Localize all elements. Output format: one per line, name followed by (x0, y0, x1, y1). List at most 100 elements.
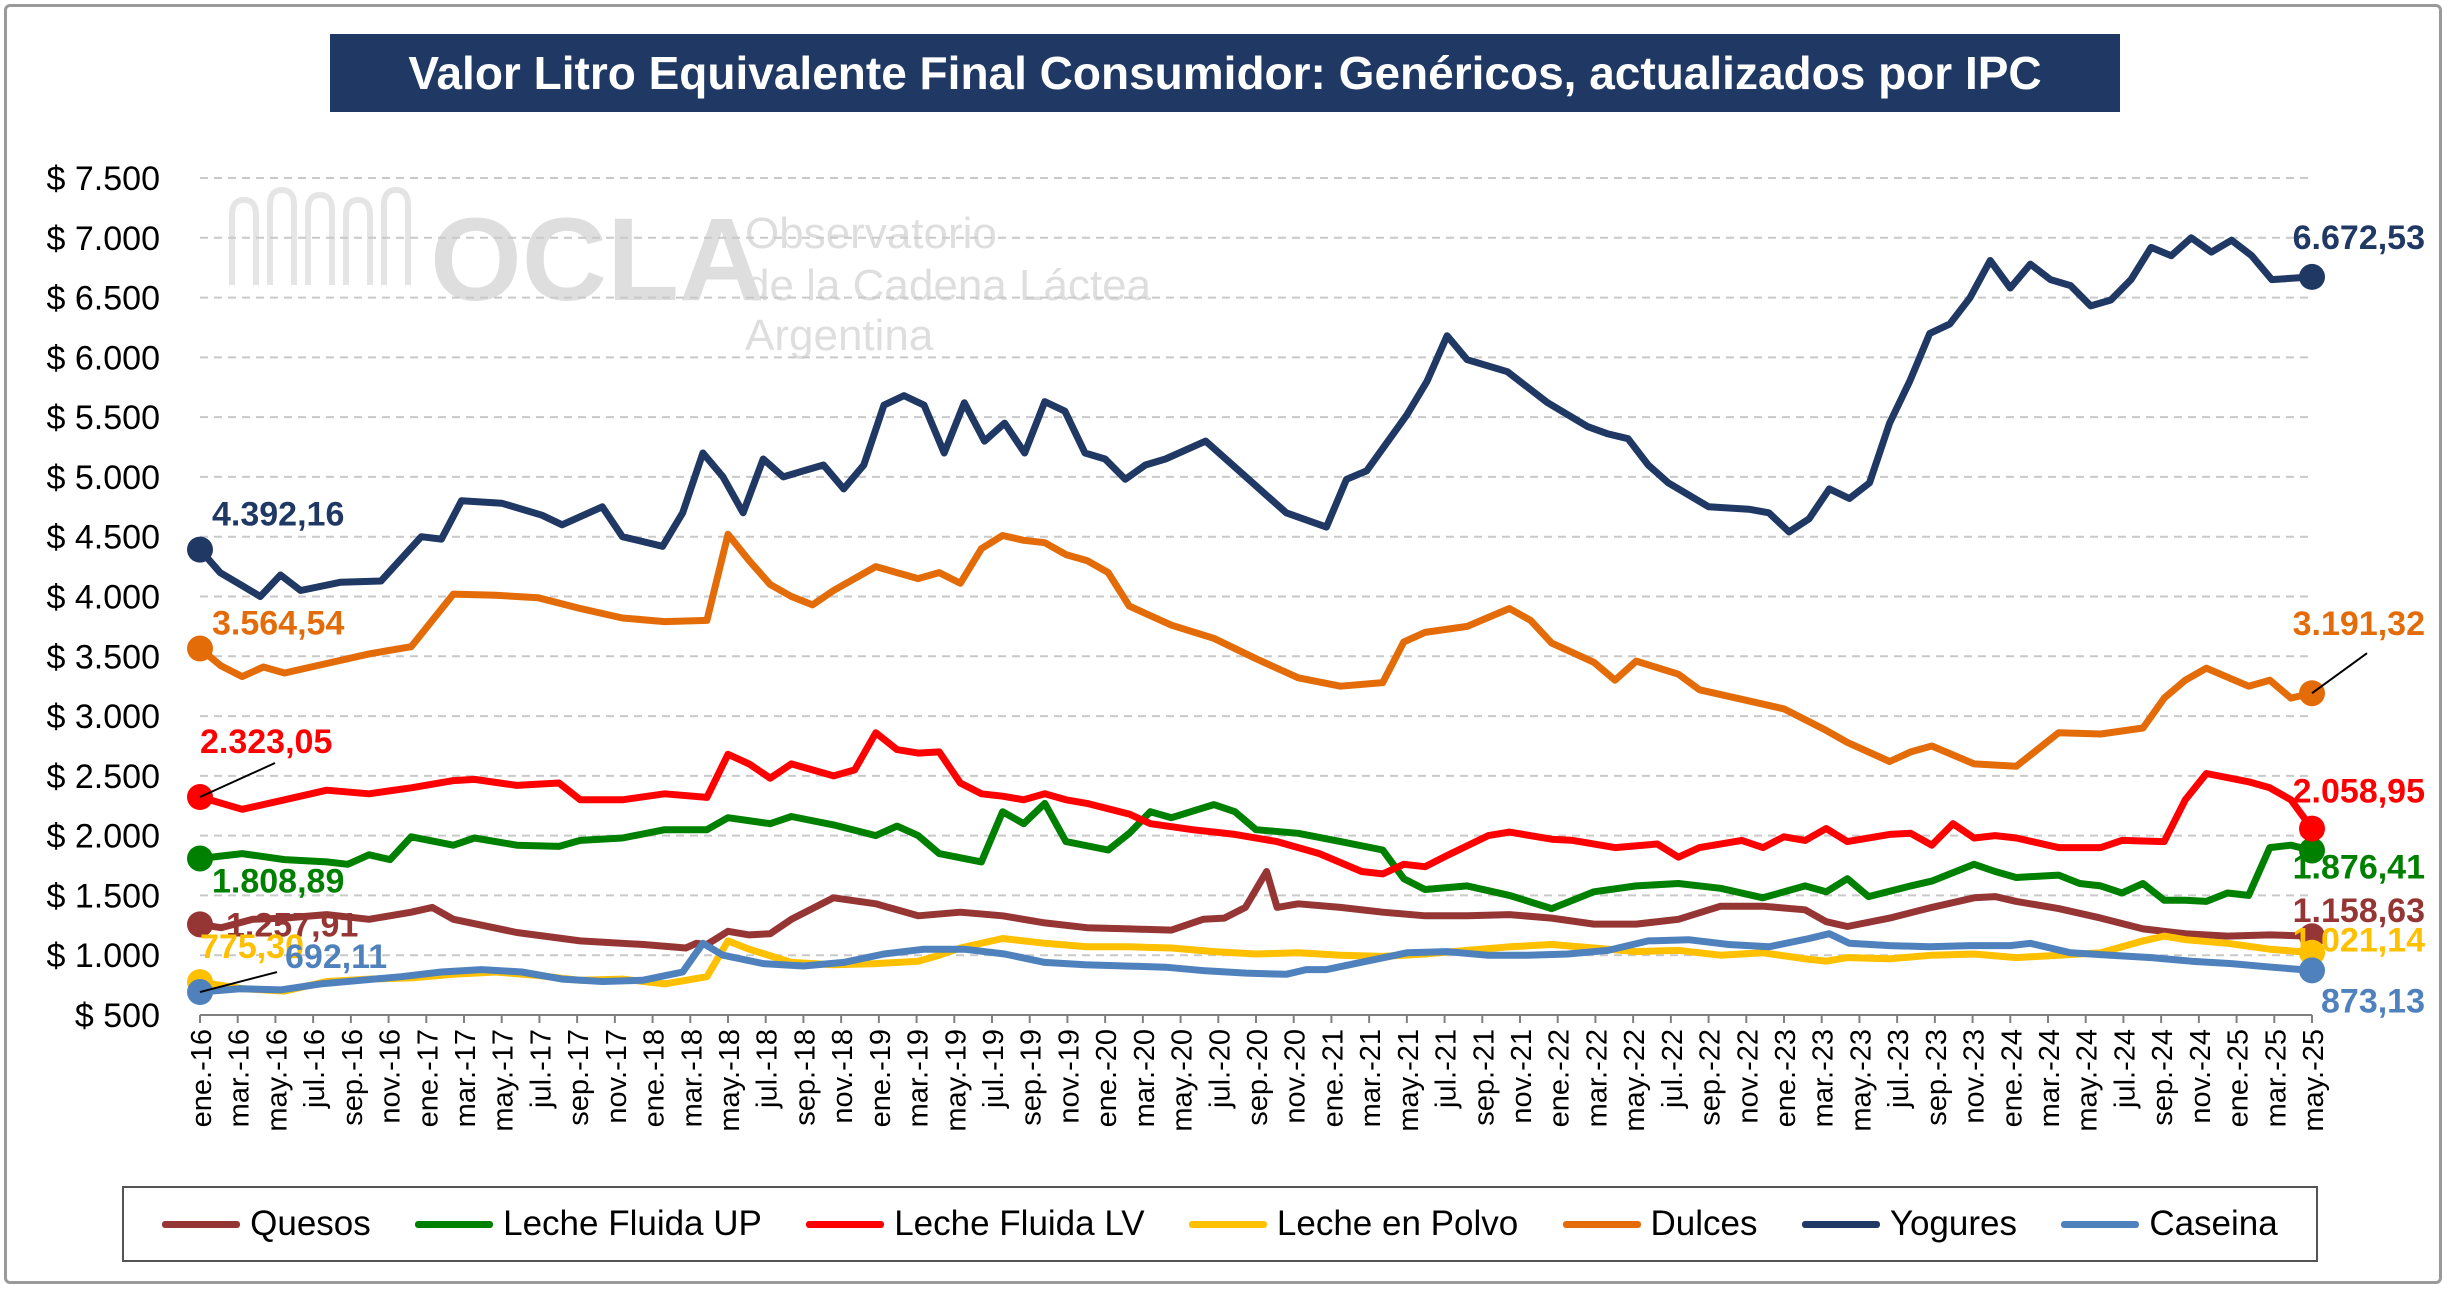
x-tick-label: may.-16 (261, 1029, 293, 1132)
watermark-line1: Observatorio (745, 209, 997, 258)
x-tick-label: sep.-19 (1016, 1029, 1048, 1126)
watermark-name: OCLA (430, 194, 764, 326)
legend-item-leche-fluida-lv: Leche Fluida LV (806, 1204, 1145, 1244)
end-marker (2299, 815, 2325, 842)
series-line-quesos (196, 868, 2316, 952)
x-axis: ene.-16 mar.-16 may.-16 jul.-16 sep.-16 nov.-… (186, 1015, 2330, 1132)
end-marker (2299, 263, 2325, 290)
legend-label: Leche en Polvo (1276, 1204, 1519, 1243)
x-tick-label: ene.-17 (412, 1029, 444, 1127)
legend-item-caseina: Caseina (2061, 1204, 2278, 1244)
legend-label: Yogures (1889, 1204, 2017, 1243)
x-tick-label: ene.-16 (186, 1029, 218, 1127)
chart-legend: Quesos Leche Fluida UP Leche Fluida LV Lech… (122, 1186, 2318, 1262)
x-tick-label: mar.-16 (224, 1029, 256, 1127)
y-tick-label: $ 1.000 (47, 937, 160, 975)
x-tick-label: may.-22 (1619, 1029, 1651, 1132)
end-value-label: 6.672,53 (2293, 219, 2425, 257)
x-tick-label: may.-19 (940, 1029, 972, 1132)
start-value-label: 2.323,05 (200, 723, 332, 761)
x-tick-label: jul.-21 (1431, 1029, 1463, 1109)
x-tick-label: sep.-23 (1921, 1029, 1953, 1126)
x-tick-label: ene.-21 (1317, 1029, 1349, 1127)
legend-item-dulces: Dulces (1562, 1204, 1758, 1244)
x-tick-label: mar.-24 (2034, 1029, 2066, 1127)
x-tick-label: nov.-19 (1053, 1029, 1085, 1124)
x-tick-label: mar.-22 (1581, 1029, 1613, 1127)
y-tick-label: $ 4.500 (47, 519, 160, 557)
start-value-label: 1.808,89 (212, 862, 344, 900)
series-line-dulces (196, 530, 2316, 770)
end-value-label: 1.876,41 (2293, 848, 2425, 886)
x-tick-label: jul.-20 (1204, 1029, 1236, 1109)
legend-label: Leche Fluida LV (894, 1204, 1145, 1243)
label-leader-line (199, 762, 276, 798)
x-tick-label: ene.-25 (2223, 1029, 2255, 1127)
x-tick-label: mar.-19 (903, 1029, 935, 1127)
series-line-leche-fluida-up (196, 799, 2316, 913)
x-tick-label: sep.-24 (2147, 1029, 2179, 1126)
x-tick-label: ene.-19 (865, 1029, 897, 1127)
end-value-label: 2.058,95 (2293, 773, 2425, 811)
x-tick-label: mar.-18 (676, 1029, 708, 1127)
x-tick-label: sep.-16 (337, 1029, 369, 1126)
legend-item-leche-en-polvo: Leche en Polvo (1188, 1204, 1519, 1244)
x-tick-label: mar.-21 (1355, 1029, 1387, 1127)
x-tick-label: jul.-24 (2109, 1029, 2141, 1109)
series-lines (196, 234, 2316, 996)
start-value-label: 1.257,91 (226, 906, 358, 944)
x-tick-label: may.-25 (2298, 1029, 2330, 1132)
series-line-caseina (196, 930, 2316, 996)
legend-swatch (1188, 1220, 1267, 1228)
x-tick-label: nov.-22 (1732, 1029, 1764, 1124)
legend-item-yogures: Yogures (1801, 1204, 2017, 1244)
x-tick-label: nov.-17 (601, 1029, 633, 1124)
x-tick-label: mar.-17 (450, 1029, 482, 1127)
legend-label: Caseina (2149, 1204, 2278, 1243)
end-marker (2299, 837, 2325, 864)
x-tick-label: may.-17 (488, 1029, 520, 1132)
x-tick-label: may.-23 (1845, 1029, 1877, 1132)
x-tick-label: mar.-25 (2260, 1029, 2292, 1127)
y-tick-label: $ 7.500 (47, 160, 160, 198)
x-tick-label: may.-21 (1393, 1029, 1425, 1132)
series-line-yogures (196, 234, 2316, 600)
x-tick-label: nov.-23 (1959, 1029, 1991, 1124)
legend-swatch (1562, 1220, 1641, 1228)
x-tick-label: nov.-21 (1506, 1029, 1538, 1124)
x-tick-label: sep.-17 (563, 1029, 595, 1126)
legend-item-quesos: Quesos (162, 1204, 371, 1244)
x-tick-label: nov.-18 (827, 1029, 859, 1124)
start-value-label: 4.392,16 (212, 496, 344, 534)
chart-title: Valor Litro Equivalente Final Consumidor… (330, 34, 2120, 112)
y-tick-label: $ 6.500 (47, 280, 160, 318)
watermark-line3: Argentina (745, 311, 934, 360)
series-line-leche-fluida-lv (196, 729, 2316, 878)
start-value-label: 3.564,54 (212, 605, 344, 643)
y-tick-label: $ 500 (75, 997, 160, 1035)
start-marker (187, 536, 213, 563)
legend-swatch (806, 1220, 885, 1228)
end-value-label: 873,13 (2321, 982, 2425, 1020)
legend-swatch (162, 1220, 241, 1228)
y-tick-label: $ 2.500 (47, 758, 160, 796)
end-value-label: 1.158,63 (2293, 892, 2425, 930)
y-tick-label: $ 2.000 (47, 818, 160, 856)
y-tick-label: $ 1.500 (47, 877, 160, 915)
x-tick-label: may.-20 (1167, 1029, 1199, 1132)
x-tick-label: mar.-20 (1129, 1029, 1161, 1127)
x-tick-label: jul.-19 (978, 1029, 1010, 1109)
x-tick-label: mar.-23 (1808, 1029, 1840, 1127)
legend-swatch (415, 1220, 494, 1228)
x-tick-label: nov.-16 (375, 1029, 407, 1124)
start-marker (187, 635, 213, 662)
y-tick-label: $ 4.000 (47, 579, 160, 617)
x-tick-label: jul.-16 (299, 1029, 331, 1109)
legend-label: Dulces (1650, 1204, 1758, 1243)
legend-item-leche-fluida-up: Leche Fluida UP (415, 1204, 762, 1244)
chart-title-text: Valor Litro Equivalente Final Consumidor… (408, 47, 2042, 99)
end-value-label: 3.191,32 (2293, 605, 2425, 643)
start-value-label: 692,11 (285, 938, 387, 976)
watermark-line2: de la Cadena Láctea (745, 261, 1152, 310)
